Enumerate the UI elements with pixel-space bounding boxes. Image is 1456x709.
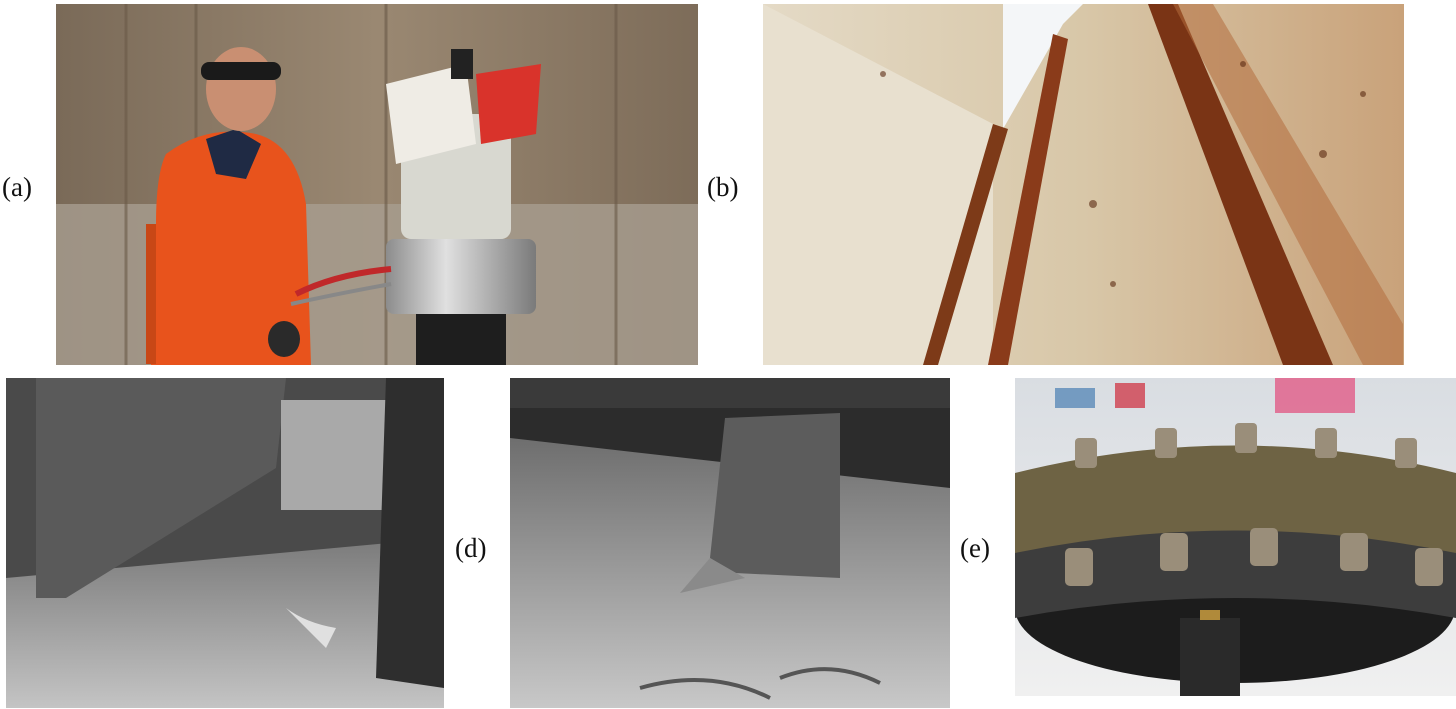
- scene-magnetic-wheel: [1015, 378, 1456, 696]
- scanner-robot: [268, 49, 541, 365]
- photo-panel-a: [56, 4, 698, 365]
- photo-panel-d: [510, 378, 950, 708]
- panel-label-b: (b): [707, 172, 739, 202]
- panel-label-d: (d): [455, 533, 487, 563]
- worker-figure: [146, 47, 311, 365]
- scene-tank-interior: [6, 378, 444, 708]
- panel-label-e: (e): [960, 533, 990, 563]
- photo-panel-c: [6, 378, 444, 708]
- photo-panel-e: [1015, 378, 1456, 696]
- photo-panel-b: [763, 4, 1404, 365]
- scene-worker-scanner: [56, 4, 698, 365]
- rusty-stiffeners: [923, 4, 1403, 365]
- wheel-studs: [1065, 423, 1443, 586]
- scene-rusty-wall: [763, 4, 1404, 365]
- panel-label-a: (a): [2, 172, 32, 202]
- scene-tank-floor: [510, 378, 950, 708]
